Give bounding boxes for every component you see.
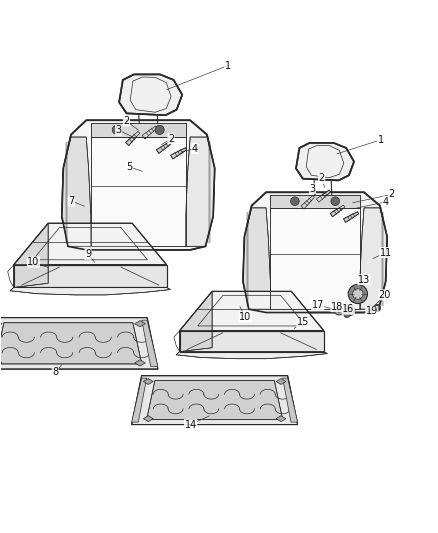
- Text: 3: 3: [309, 184, 315, 194]
- Polygon shape: [296, 143, 354, 180]
- Circle shape: [112, 125, 121, 134]
- Text: 2: 2: [318, 173, 325, 183]
- Circle shape: [346, 308, 352, 313]
- Polygon shape: [14, 223, 48, 287]
- Polygon shape: [0, 318, 158, 369]
- Polygon shape: [134, 360, 145, 366]
- Text: 11: 11: [380, 247, 392, 257]
- Polygon shape: [316, 190, 331, 202]
- Polygon shape: [143, 416, 153, 422]
- Polygon shape: [243, 192, 387, 312]
- Text: 2: 2: [124, 116, 130, 126]
- Polygon shape: [14, 223, 166, 265]
- Text: 2: 2: [389, 189, 395, 199]
- Text: 2: 2: [168, 134, 174, 143]
- Circle shape: [337, 308, 341, 312]
- Polygon shape: [143, 378, 153, 384]
- Polygon shape: [142, 320, 158, 367]
- Polygon shape: [343, 212, 359, 222]
- Circle shape: [353, 289, 363, 299]
- Polygon shape: [360, 208, 387, 309]
- Text: 19: 19: [366, 306, 378, 317]
- Text: 1: 1: [225, 61, 231, 71]
- Polygon shape: [62, 137, 91, 246]
- Polygon shape: [330, 205, 345, 217]
- Text: 10: 10: [239, 312, 251, 322]
- Polygon shape: [170, 148, 187, 159]
- Circle shape: [374, 304, 381, 311]
- Polygon shape: [186, 137, 215, 246]
- Polygon shape: [132, 378, 147, 422]
- Circle shape: [344, 311, 350, 318]
- Polygon shape: [147, 381, 283, 419]
- Text: 7: 7: [68, 196, 74, 206]
- Polygon shape: [243, 208, 270, 309]
- Text: 4: 4: [192, 143, 198, 154]
- Circle shape: [331, 197, 339, 206]
- Text: 5: 5: [127, 162, 133, 172]
- Polygon shape: [180, 330, 324, 352]
- Polygon shape: [0, 321, 2, 327]
- Text: 1: 1: [378, 135, 384, 145]
- Text: 8: 8: [52, 367, 58, 377]
- Polygon shape: [132, 376, 297, 425]
- Text: 3: 3: [116, 125, 122, 135]
- Text: 14: 14: [184, 419, 197, 430]
- Polygon shape: [0, 323, 142, 364]
- Polygon shape: [180, 292, 324, 330]
- Polygon shape: [276, 378, 286, 384]
- Polygon shape: [270, 208, 360, 309]
- Text: 17: 17: [311, 300, 324, 310]
- Text: 9: 9: [85, 249, 91, 259]
- Polygon shape: [62, 120, 215, 250]
- Polygon shape: [91, 123, 186, 137]
- Polygon shape: [126, 132, 140, 146]
- Circle shape: [290, 197, 299, 206]
- Circle shape: [155, 125, 164, 134]
- Polygon shape: [134, 321, 145, 327]
- Text: 15: 15: [297, 317, 309, 327]
- Polygon shape: [301, 196, 314, 209]
- Text: 16: 16: [342, 304, 354, 314]
- Polygon shape: [0, 360, 2, 366]
- Polygon shape: [180, 292, 212, 352]
- Polygon shape: [119, 75, 182, 115]
- Polygon shape: [142, 126, 157, 139]
- Polygon shape: [283, 378, 297, 422]
- Polygon shape: [14, 265, 166, 287]
- Polygon shape: [276, 416, 286, 422]
- Polygon shape: [91, 137, 186, 246]
- Text: 13: 13: [358, 274, 370, 285]
- Text: 4: 4: [383, 197, 389, 207]
- Polygon shape: [156, 141, 172, 154]
- Text: 20: 20: [379, 290, 391, 300]
- Text: 10: 10: [27, 257, 39, 267]
- Circle shape: [343, 304, 355, 316]
- Circle shape: [334, 305, 344, 315]
- Polygon shape: [176, 352, 327, 359]
- Polygon shape: [366, 309, 372, 314]
- Text: 18: 18: [331, 302, 343, 312]
- Polygon shape: [270, 195, 360, 208]
- Circle shape: [348, 285, 367, 304]
- Polygon shape: [10, 287, 170, 295]
